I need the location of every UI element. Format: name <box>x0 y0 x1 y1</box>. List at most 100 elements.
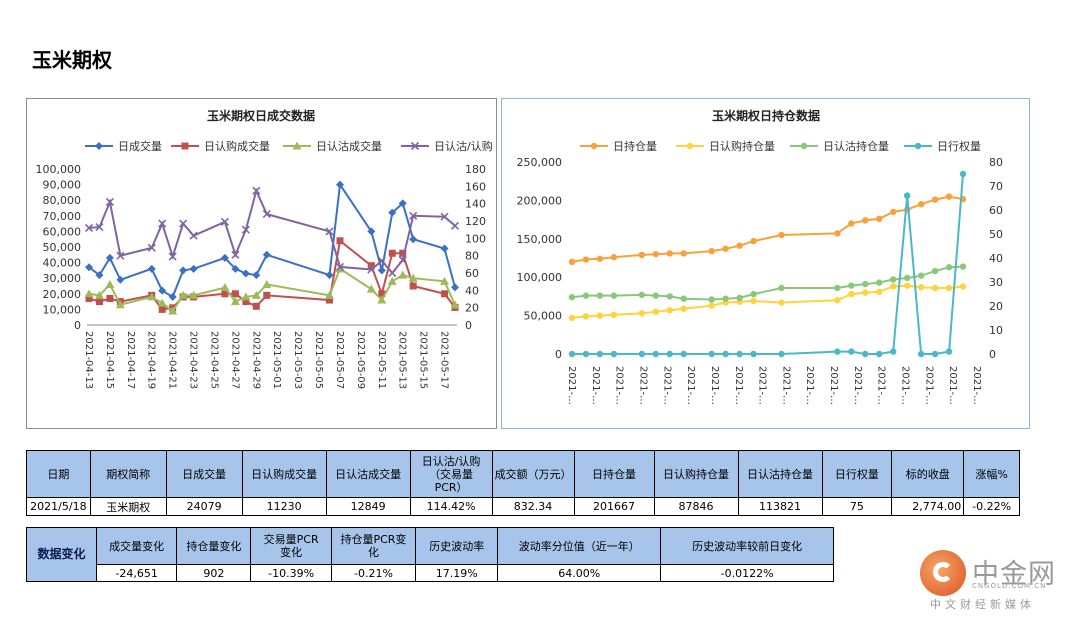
data-point <box>440 212 449 221</box>
data-point <box>262 250 271 259</box>
data-point <box>147 292 157 301</box>
x-tick-label: 2021-04-29 <box>250 331 261 389</box>
header-hist-vol-change: 历史波动率较前日变化 <box>660 527 834 565</box>
daily-open-interest-chart: 玉米期权日持仓数据 日持仓量 日认购持仓量 日认沽持仓量 日行权量 0 50,000 100,… <box>501 98 1030 429</box>
x-tick-label: 2021-05-17 <box>439 331 450 389</box>
cell-date: 2021/5/18 <box>26 497 91 516</box>
y-right-tick-label: 140 <box>465 198 486 211</box>
data-point <box>568 314 576 322</box>
data-point <box>568 293 576 301</box>
x-tick-label: 2021-04-17 <box>125 331 136 389</box>
data-point <box>722 350 729 358</box>
data-point <box>95 223 104 232</box>
data-point <box>95 298 103 306</box>
header-exercise: 日行权量 <box>821 450 893 498</box>
x-tick-label: 2021-… <box>780 366 791 405</box>
data-point <box>231 264 240 273</box>
data-point <box>568 350 576 358</box>
data-point <box>596 292 604 299</box>
y-left-tick-label: 200,000 <box>517 194 563 207</box>
data-point <box>582 256 590 263</box>
data-point <box>638 310 646 317</box>
daily-volume-chart: 玉米期权日成交数据 日成交量 日认购成交量 日认沽成交量 日认沽/认购 0 10,000 20… <box>26 98 497 429</box>
y-right-tick-label: 80 <box>465 250 479 263</box>
x-tick-label: 2021-04-27 <box>229 331 240 389</box>
x-tick-label: 2021-05-13 <box>397 331 408 389</box>
header-oi-pcr-change: 持仓量PCR变 化 <box>330 527 417 565</box>
data-point <box>178 290 188 299</box>
data-point <box>367 227 376 236</box>
data-point <box>220 217 230 226</box>
header-call-oi: 日认购持仓量 <box>653 450 739 498</box>
x-tick-label: 2021-04-13 <box>83 331 94 389</box>
legend-label-1: 日认购成交量 <box>204 139 270 153</box>
data-point <box>638 291 646 299</box>
data-point <box>708 247 715 255</box>
x-tick-label: 2021-05-07 <box>334 331 345 389</box>
data-point <box>147 264 156 273</box>
logo-name: 中金网 <box>972 559 1056 590</box>
data-point <box>325 271 334 280</box>
data-point <box>377 256 386 265</box>
data-point <box>708 302 715 309</box>
cell-volume-pcr: 114.42% <box>409 497 493 516</box>
data-point <box>336 237 344 245</box>
data-point <box>666 293 673 300</box>
header-change: 涨幅% <box>963 450 1020 498</box>
data-point <box>325 290 335 299</box>
data-point <box>378 290 386 298</box>
y-right-tick-label: 20 <box>465 302 479 315</box>
watermark-logo: 中金网 CNGOLD.COM.CN 中文财经新媒体 <box>920 548 1070 611</box>
data-point <box>708 350 715 358</box>
data-point <box>931 267 939 275</box>
logo-domain: CNGOLD.COM.CN <box>972 582 1047 590</box>
data-point <box>750 290 757 298</box>
data-point <box>862 289 869 296</box>
data-point <box>834 284 841 292</box>
series-line-2 <box>571 265 964 301</box>
data-point <box>876 279 883 286</box>
x-tick-label: 2021-05-01 <box>271 331 282 389</box>
data-point <box>377 295 387 304</box>
header-put-volume: 日认沽成交量 <box>325 450 411 498</box>
x-tick-label: 2021-… <box>709 366 720 405</box>
data-point <box>451 283 459 292</box>
header-volume-pcr: 日认沽/认购 （交易量 PCR） <box>409 450 493 498</box>
data-point <box>582 350 590 358</box>
data-point <box>147 243 156 252</box>
data-point <box>220 253 229 262</box>
data-point <box>610 254 618 261</box>
data-point <box>666 350 673 358</box>
data-point <box>231 290 239 298</box>
data-point <box>335 264 345 273</box>
header-close: 标的收盘 <box>891 450 965 498</box>
change-header-row: 数据变化 成交量变化 持仓量变化 交易量PCR 变化 持仓量PCR变 化 历史波… <box>26 527 834 582</box>
data-point <box>876 288 883 295</box>
data-point <box>903 274 911 282</box>
x-tick-label: 2021-05-09 <box>355 331 366 389</box>
legend-marker-3 <box>914 142 922 150</box>
data-point <box>890 276 897 283</box>
data-point <box>582 292 590 299</box>
y-right-tick-label: 100 <box>465 232 486 245</box>
data-point <box>666 250 673 257</box>
y-right-tick-label: 60 <box>989 204 1003 217</box>
x-tick-label: 2021-… <box>852 366 863 405</box>
data-point <box>220 283 230 292</box>
data-point <box>441 290 449 298</box>
header-volume-pcr-change: 交易量PCR 变化 <box>250 527 332 565</box>
data-point <box>189 231 198 240</box>
data-point <box>94 290 104 299</box>
x-tick-label: 2021-… <box>733 366 744 405</box>
data-point <box>241 225 250 234</box>
data-point <box>945 193 953 200</box>
cell-option-name: 玉米期权 <box>89 497 167 516</box>
data-point <box>596 350 604 358</box>
data-point <box>168 252 177 261</box>
data-point <box>325 227 334 236</box>
data-point <box>596 312 604 319</box>
data-point <box>450 221 460 230</box>
data-point <box>388 249 396 257</box>
